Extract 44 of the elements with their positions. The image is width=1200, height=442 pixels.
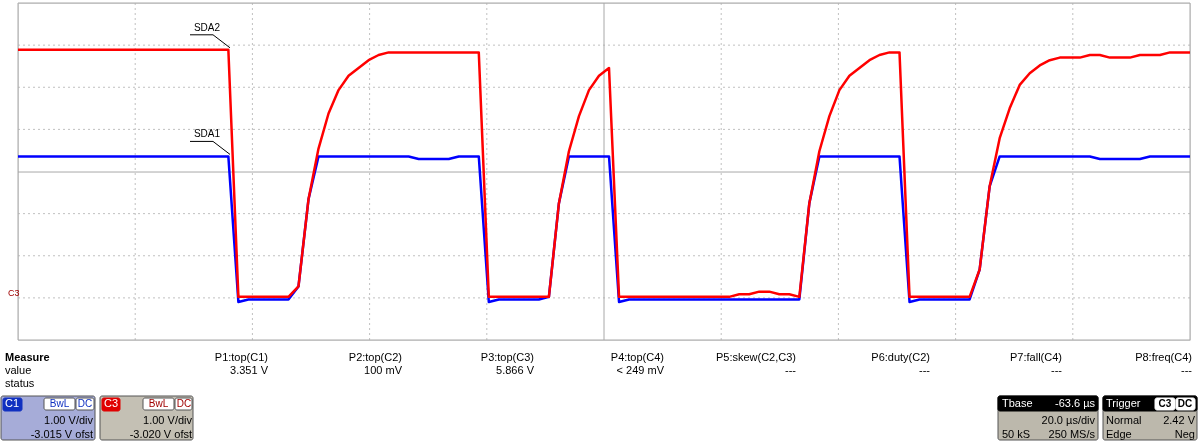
text: 20.0 µs/div [1041, 414, 1096, 426]
text: --- [1181, 364, 1193, 376]
text: -63.6 µs [1055, 397, 1096, 409]
text: 1.00 V/div [143, 414, 193, 426]
text: C3 [1158, 398, 1172, 409]
text: 1.00 V/div [44, 414, 94, 426]
text: C1 [5, 397, 20, 409]
text: DC [176, 398, 192, 409]
text: P5:skew(C2,C3) [715, 351, 796, 363]
text: 100 mV [364, 364, 403, 376]
text: BwL [148, 398, 169, 409]
text: P3:top(C3) [480, 351, 534, 363]
text: 3.351 V [230, 364, 269, 376]
text: --- [785, 364, 797, 376]
text: P2:top(C2) [348, 351, 402, 363]
annotation: C3 [8, 288, 20, 298]
text: --- [1051, 364, 1063, 376]
series-label: SDA2 [193, 21, 221, 33]
text: -3.020 V ofst [129, 428, 192, 440]
text: Neg [1174, 428, 1195, 440]
text: 250 MS/s [1048, 428, 1096, 440]
text: BwL [49, 398, 70, 409]
text: 2.42 V [1163, 414, 1196, 426]
text: --- [919, 364, 931, 376]
text: Tbase [1002, 397, 1033, 409]
text: P7:fall(C4) [1010, 351, 1062, 363]
text: P1:top(C1) [214, 351, 268, 363]
text: value [5, 364, 32, 376]
text: DC [1177, 398, 1193, 409]
text: 5.866 V [496, 364, 535, 376]
text: C3 [104, 397, 119, 409]
text: -3.015 V ofst [30, 428, 93, 440]
text: Measure [5, 351, 50, 363]
text: Normal [1106, 414, 1142, 426]
text: < 249 mV [616, 364, 665, 376]
text: Edge [1106, 428, 1132, 440]
series-label: SDA1 [193, 128, 221, 140]
text: P8:freq(C4) [1135, 351, 1192, 363]
text: P4:top(C4) [610, 351, 664, 363]
text: P6:duty(C2) [871, 351, 930, 363]
text: DC [77, 398, 93, 409]
text: status [5, 377, 35, 389]
text: Trigger [1106, 397, 1141, 409]
text: 50 kS [1002, 428, 1031, 440]
